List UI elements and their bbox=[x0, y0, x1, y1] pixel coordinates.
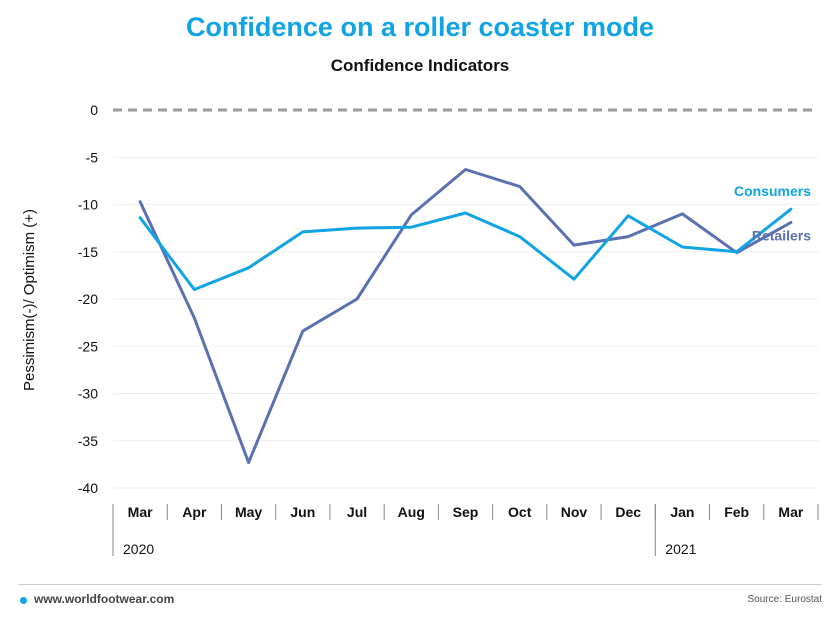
y-tick-label: -10 bbox=[78, 197, 98, 213]
x-tick-label: Dec bbox=[615, 504, 641, 520]
series-label-retailers: Retailers bbox=[752, 227, 811, 243]
x-tick-label: May bbox=[235, 504, 262, 520]
chart-subtitle: Confidence Indicators bbox=[330, 56, 510, 75]
x-tick-label: Sep bbox=[453, 504, 479, 520]
grid-lines bbox=[113, 108, 818, 489]
y-axis-ticks: 0 -5 -10 -15 -20 -25 -30 -35 -40 bbox=[78, 102, 98, 496]
x-tick-label: Mar bbox=[778, 504, 803, 520]
year-label: 2021 bbox=[665, 541, 696, 557]
footer-divider bbox=[18, 584, 822, 585]
series-line-consumers bbox=[138, 207, 793, 291]
page-title: Confidence on a roller coaster mode bbox=[185, 12, 655, 42]
x-tick-label: Jun bbox=[290, 504, 315, 520]
series-label-consumers: Consumers bbox=[734, 183, 811, 199]
x-tick-label: Mar bbox=[128, 504, 153, 520]
y-tick-label: -30 bbox=[78, 386, 98, 402]
series-line-retailers bbox=[138, 168, 793, 464]
y-tick-label: -25 bbox=[78, 338, 98, 354]
footer-source: Source: Eurostat bbox=[747, 594, 822, 605]
y-tick-label: -35 bbox=[78, 433, 98, 449]
y-tick-label: -5 bbox=[86, 149, 99, 165]
y-tick-label: -20 bbox=[78, 291, 98, 307]
y-axis-label: Pessimism(-)/ Optimism (+) bbox=[21, 209, 38, 391]
y-tick-label: 0 bbox=[90, 102, 98, 118]
x-axis-ticks: Mar Apr May Jun Jul Aug Sep Oct Nov Dec Jan Feb Mar 2… bbox=[112, 504, 819, 557]
x-tick-label: Nov bbox=[561, 504, 588, 520]
footer-website-link[interactable]: www.worldfootwear.com bbox=[34, 592, 175, 606]
x-tick-label: Aug bbox=[398, 504, 425, 520]
x-tick-label: Jul bbox=[347, 504, 367, 520]
x-tick-label: Feb bbox=[724, 504, 749, 520]
y-tick-label: -40 bbox=[78, 480, 98, 496]
x-tick-label: Apr bbox=[182, 504, 207, 520]
series-lines bbox=[138, 168, 793, 464]
x-tick-label: Oct bbox=[508, 504, 532, 520]
line-chart: 0 -5 -10 -15 -20 -25 -30 -35 -40 Mar Apr May Jun Jul… bbox=[21, 102, 819, 557]
year-label: 2020 bbox=[123, 541, 154, 557]
series-labels: Consumers Retailers bbox=[734, 183, 811, 243]
y-tick-label: -15 bbox=[78, 244, 98, 260]
x-tick-label: Jan bbox=[670, 504, 694, 520]
footer-bullet-icon bbox=[20, 597, 27, 604]
